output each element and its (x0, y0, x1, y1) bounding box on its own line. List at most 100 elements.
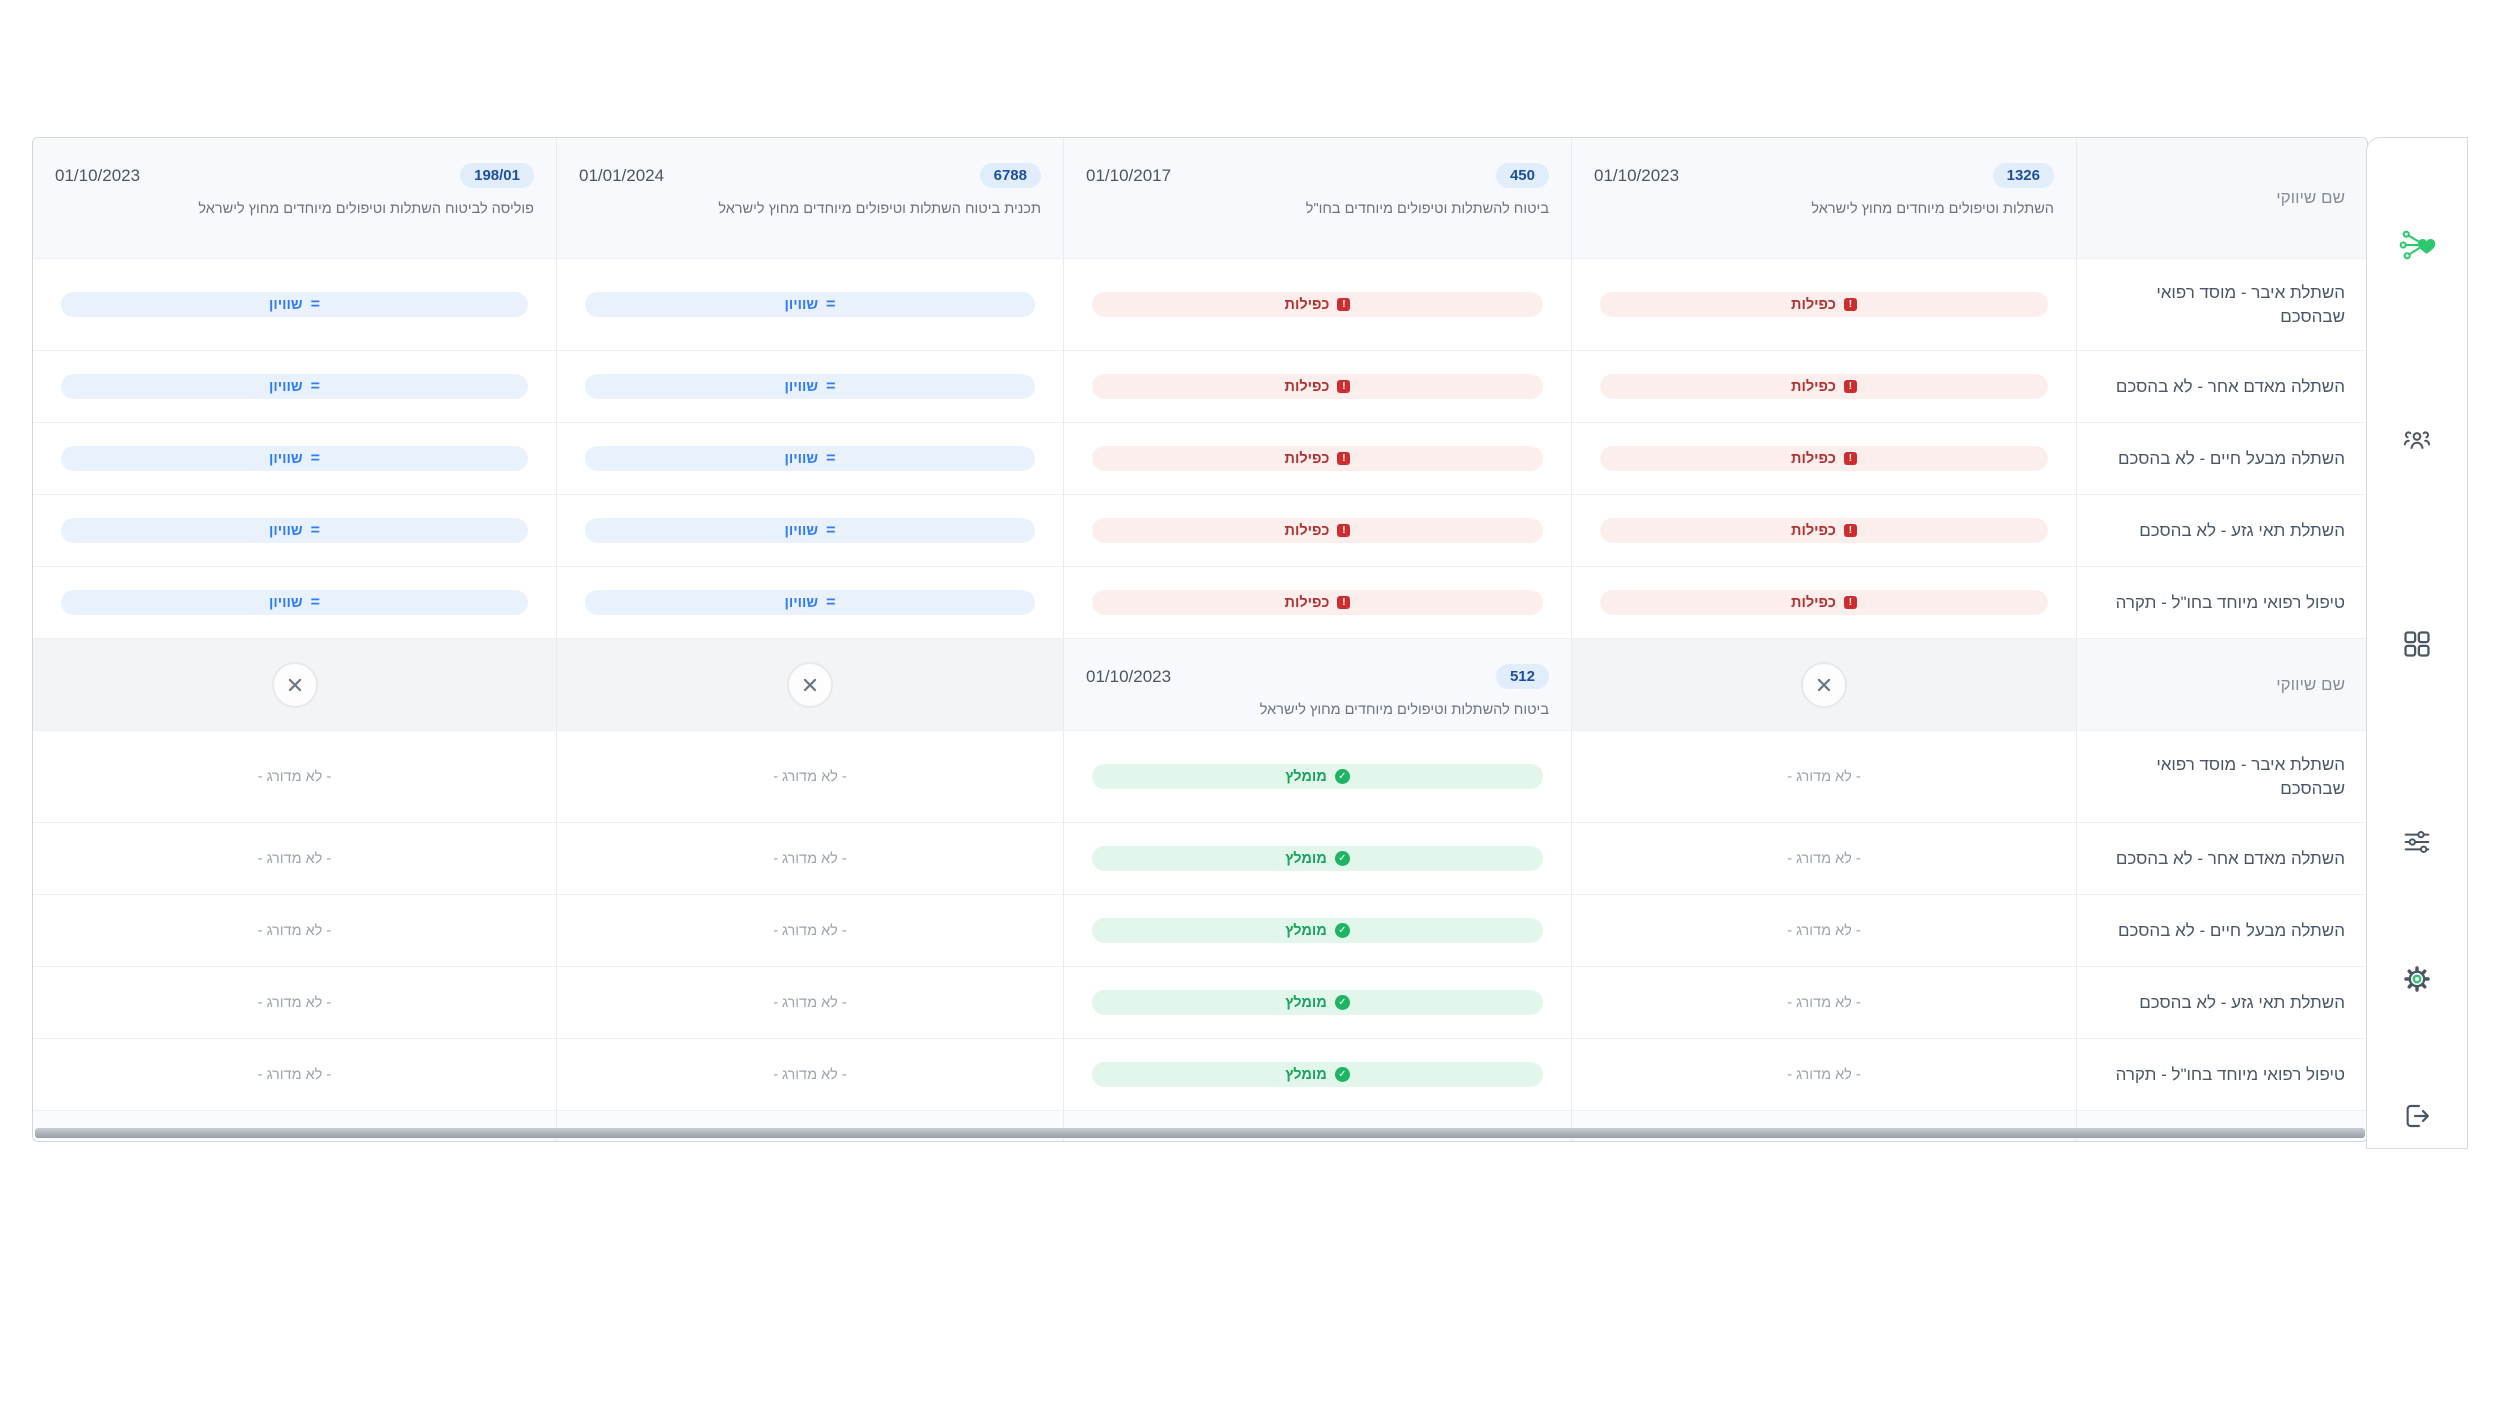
status-badge-label: כפילות (1791, 378, 1836, 395)
status-badge: = שוויון (61, 374, 528, 399)
status-cell: ! כפילות (1063, 259, 1571, 351)
removed-plan-header (1571, 639, 2076, 731)
status-cell: ! כפילות (1571, 567, 2076, 639)
users-icon[interactable] (2395, 419, 2439, 463)
plan-header-top: 1326 01/10/2023 (1594, 163, 2054, 188)
status-badge-label: מומלץ (1285, 922, 1327, 939)
status-badge-label: שוויון (269, 450, 303, 467)
status-cell: ✓ מומלץ (1063, 895, 1571, 967)
status-badge-label: שוויון (784, 296, 819, 313)
badge-check-icon: ✓ (1334, 995, 1350, 1010)
equals-icon: = (826, 377, 836, 395)
plan-name-cell: השתלה מבעל חיים - לא בהסכם (2076, 895, 2367, 967)
status-badge-label: שוויון (269, 522, 303, 539)
status-badge: = שוויון (585, 374, 1035, 399)
status-cell: = שוויון (33, 351, 556, 423)
not-rated-label: - לא מדורג - (257, 922, 332, 939)
status-badge-label: שוויון (269, 594, 303, 611)
badge-check-icon: ✓ (1334, 769, 1350, 784)
alert-square-icon: ! (1843, 380, 1857, 393)
status-cell: - לא מדורג - (33, 731, 556, 823)
equals-icon: = (826, 521, 836, 539)
status-badge: = שוויון (61, 292, 528, 317)
status-cell: ! כפילות (1063, 495, 1571, 567)
plan-column-header: 512 01/10/2023 ביטוח להשתלות וטיפולים מיוח… (1063, 639, 1571, 731)
plan-column-header: 1326 01/10/2023 השתלות וטיפולים מיוחדים מח… (1571, 138, 2076, 259)
status-cell: - לא מדורג - (33, 895, 556, 967)
status-cell: = שוויון (556, 259, 1063, 351)
marketing-name-header: שם שיווקי (2076, 639, 2367, 731)
alert-square-icon: ! (1843, 452, 1857, 465)
plan-start-date: 01/10/2023 (1594, 165, 1680, 185)
status-cell: ! כפילות (1063, 351, 1571, 423)
plan-name-cell: טיפול רפואי מיוחד בחו"ל - תקרה (2076, 567, 2367, 639)
status-cell: = שוויון (556, 495, 1063, 567)
status-badge: ! כפילות (1092, 518, 1543, 543)
status-badge-label: כפילות (1284, 522, 1330, 539)
status-badge: ✓ מומלץ (1092, 990, 1543, 1015)
equals-icon: = (826, 295, 836, 313)
plan-name-cell: השתלה מאדם אחר - לא בהסכם (2076, 823, 2367, 895)
plan-header-top: 198/01 01/10/2023 (55, 163, 534, 188)
logout-icon[interactable] (2395, 1094, 2439, 1138)
status-badge-label: כפילות (1284, 296, 1330, 313)
plan-code-badge: 450 (1495, 163, 1549, 188)
status-cell: - לא מדורג - (1571, 1039, 2076, 1111)
plan-header-top: 6788 01/01/2024 (579, 163, 1041, 188)
not-rated-label: - לא מדורג - (773, 994, 847, 1011)
status-badge-label: מומלץ (1285, 1066, 1327, 1083)
remove-plan-button[interactable] (1801, 661, 1847, 708)
not-rated-label: - לא מדורג - (1787, 850, 1861, 867)
status-badge-label: כפילות (1791, 522, 1836, 539)
remove-plan-button[interactable] (787, 661, 833, 708)
nav-sidebar (2366, 137, 2468, 1149)
alert-square-icon: ! (1843, 524, 1857, 537)
status-badge: ! כפילות (1600, 446, 2048, 471)
plan-column-header: 198/01 01/10/2023 פוליסה לביטוח השתלות וטי… (33, 138, 556, 259)
status-cell: - לא מדורג - (556, 967, 1063, 1039)
status-badge: = שוויון (61, 518, 528, 543)
plan-name-cell: השתלה מבעל חיים - לא בהסכם (2076, 423, 2367, 495)
status-badge: ! כפילות (1600, 292, 2048, 317)
status-badge: = שוויון (61, 446, 528, 471)
alert-square-icon: ! (1337, 298, 1351, 311)
status-cell: ✓ מומלץ (1063, 823, 1571, 895)
equals-icon: = (310, 295, 320, 313)
status-badge-label: שוויון (784, 378, 819, 395)
plan-name-cell: השתלת תאי גזע - לא בהסכם (2076, 495, 2367, 567)
alert-square-icon: ! (1337, 596, 1351, 609)
plan-name-cell: השתלת תאי גזע - לא בהסכם (2076, 967, 2367, 1039)
settings-gear-icon[interactable] (2394, 956, 2440, 1002)
status-cell: - לא מדורג - (556, 895, 1063, 967)
status-badge-label: מומלץ (1285, 850, 1327, 867)
status-badge: = שוויון (61, 590, 528, 615)
grid-icon[interactable] (2395, 622, 2439, 666)
logo-heart-network-icon (2392, 220, 2442, 270)
status-cell: ! כפילות (1571, 259, 2076, 351)
status-cell: - לא מדורג - (1571, 895, 2076, 967)
status-cell: ! כפילות (1063, 423, 1571, 495)
status-badge-label: כפילות (1791, 296, 1836, 313)
status-badge: ✓ מומלץ (1092, 764, 1543, 789)
plan-code-badge: 512 (1495, 664, 1549, 689)
status-cell: = שוויון (556, 567, 1063, 639)
not-rated-label: - לא מדורג - (257, 994, 332, 1011)
plan-column-header: 6788 01/01/2024 תכנית ביטוח השתלות וטיפולי… (556, 138, 1063, 259)
equals-icon: = (826, 593, 836, 611)
equals-icon: = (310, 449, 320, 467)
status-badge: ✓ מומלץ (1092, 1062, 1543, 1087)
alert-square-icon: ! (1337, 524, 1351, 537)
remove-plan-button[interactable] (271, 661, 318, 708)
status-cell: = שוויון (33, 495, 556, 567)
not-rated-label: - לא מדורג - (1787, 1066, 1861, 1083)
sliders-icon[interactable] (2395, 820, 2439, 864)
plan-name-cell: השתלת איבר - מוסד רפואי שבהסכם (2076, 731, 2367, 823)
plan-name-cell: השתלה מאדם אחר - לא בהסכם (2076, 351, 2367, 423)
status-cell: ! כפילות (1571, 495, 2076, 567)
plan-start-date: 01/10/2017 (1086, 165, 1172, 185)
status-cell: - לא מדורג - (1571, 731, 2076, 823)
status-cell: - לא מדורג - (33, 967, 556, 1039)
removed-plan-header (33, 639, 556, 731)
status-badge: ! כפילות (1092, 590, 1543, 615)
horizontal-scrollbar[interactable] (35, 1128, 2365, 1138)
